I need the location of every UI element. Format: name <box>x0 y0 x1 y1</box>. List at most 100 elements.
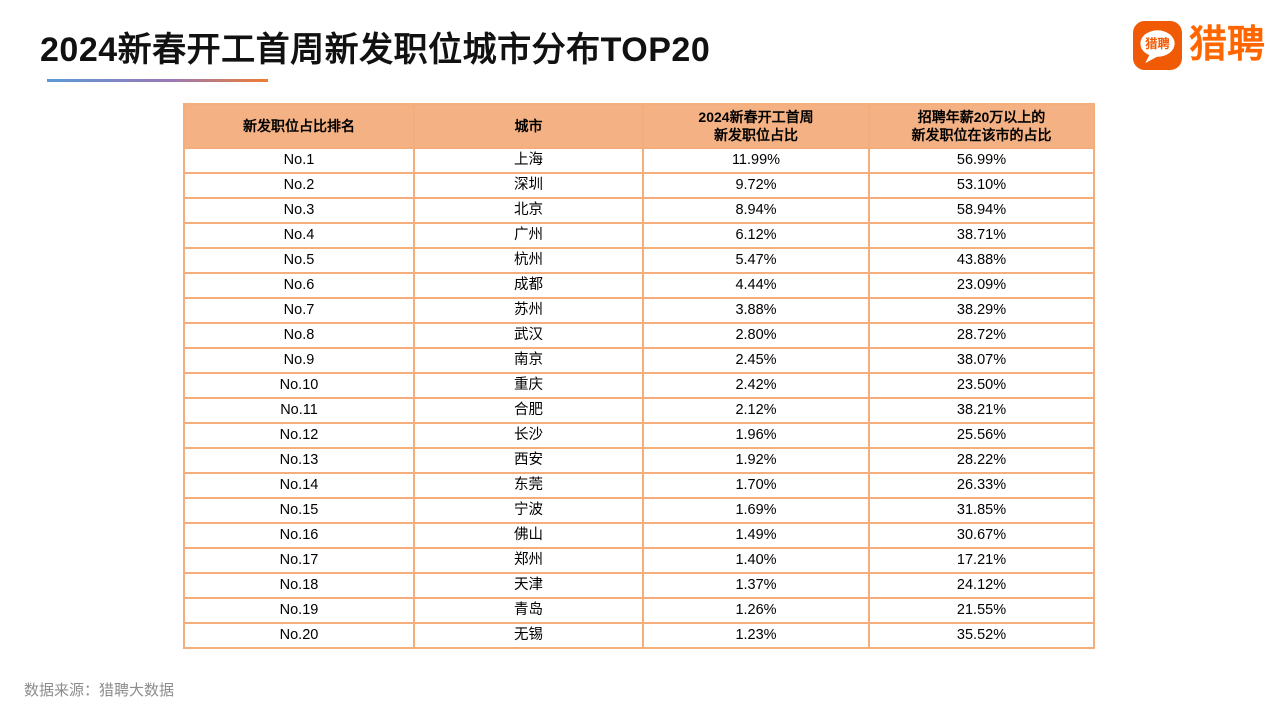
table-cell: 3.88% <box>642 297 870 324</box>
table-cell: 2.12% <box>642 397 870 424</box>
table-cell: 4.44% <box>642 272 870 299</box>
logo-bubble-text: 猎聘 <box>1145 36 1170 51</box>
table-cell: 1.40% <box>642 547 870 574</box>
table-cell: 成都 <box>413 272 644 299</box>
table-cell: 深圳 <box>413 172 644 199</box>
table-cell: 1.70% <box>642 472 870 499</box>
liepin-logo: 猎聘 猎聘 <box>1133 21 1265 70</box>
table-cell: 北京 <box>413 197 644 224</box>
table-cell: 1.26% <box>642 597 870 624</box>
table-row: No.7 苏州 3.88% 38.29% <box>183 297 1095 324</box>
table-row: No.10 重庆 2.42% 23.50% <box>183 372 1095 399</box>
table-cell: 38.07% <box>868 347 1095 374</box>
table-row: No.16 佛山 1.49% 30.67% <box>183 522 1095 549</box>
table-cell: No.4 <box>183 222 415 249</box>
table-cell: 上海 <box>413 147 644 174</box>
table-cell: No.14 <box>183 472 415 499</box>
table-cell: 苏州 <box>413 297 644 324</box>
table-cell: 58.94% <box>868 197 1095 224</box>
table-cell: 25.56% <box>868 422 1095 449</box>
table-cell: 佛山 <box>413 522 644 549</box>
table-cell: 38.29% <box>868 297 1095 324</box>
table-cell: 23.09% <box>868 272 1095 299</box>
table-cell: No.9 <box>183 347 415 374</box>
table-row: No.11 合肥 2.12% 38.21% <box>183 397 1095 424</box>
table-row: No.9 南京 2.45% 38.07% <box>183 347 1095 374</box>
table-cell: 31.85% <box>868 497 1095 524</box>
table-cell: No.17 <box>183 547 415 574</box>
table-row: No.20 无锡 1.23% 35.52% <box>183 622 1095 649</box>
table-row: No.6 成都 4.44% 23.09% <box>183 272 1095 299</box>
table-cell: 2.42% <box>642 372 870 399</box>
table-cell: 56.99% <box>868 147 1095 174</box>
table-cell: No.11 <box>183 397 415 424</box>
data-source-note: 数据来源：猎聘大数据 <box>24 682 175 699</box>
table-row: No.3 北京 8.94% 58.94% <box>183 197 1095 224</box>
table-cell: 38.71% <box>868 222 1095 249</box>
table-cell: 6.12% <box>642 222 870 249</box>
table-cell: No.6 <box>183 272 415 299</box>
table-row: No.2 深圳 9.72% 53.10% <box>183 172 1095 199</box>
table-cell: No.15 <box>183 497 415 524</box>
table-cell: No.20 <box>183 622 415 649</box>
table-cell: 1.49% <box>642 522 870 549</box>
table-cell: No.3 <box>183 197 415 224</box>
table-cell: 南京 <box>413 347 644 374</box>
table-cell: 28.22% <box>868 447 1095 474</box>
table-cell: 1.96% <box>642 422 870 449</box>
table-row: No.4 广州 6.12% 38.71% <box>183 222 1095 249</box>
table-cell: 西安 <box>413 447 644 474</box>
table-body: No.1 上海 11.99% 56.99% No.2 深圳 9.72% 53.10% No.3 北… <box>183 147 1095 649</box>
table-cell: 43.88% <box>868 247 1095 274</box>
table-cell: No.13 <box>183 447 415 474</box>
table-cell: 26.33% <box>868 472 1095 499</box>
table-cell: 杭州 <box>413 247 644 274</box>
table-cell: No.8 <box>183 322 415 349</box>
table-row: No.17 郑州 1.40% 17.21% <box>183 547 1095 574</box>
table-cell: 53.10% <box>868 172 1095 199</box>
table-cell: 天津 <box>413 572 644 599</box>
table-header-row: 新发职位占比排名 城市 2024新春开工首周 新发职位占比 招聘年薪20万以上的 新发职位… <box>183 103 1095 149</box>
table-cell: 2.45% <box>642 347 870 374</box>
table-cell: 无锡 <box>413 622 644 649</box>
table-cell: 28.72% <box>868 322 1095 349</box>
table-row: No.15 宁波 1.69% 31.85% <box>183 497 1095 524</box>
table-row: No.19 青岛 1.26% 21.55% <box>183 597 1095 624</box>
table-cell: 1.37% <box>642 572 870 599</box>
column-header: 招聘年薪20万以上的 新发职位在该市的占比 <box>868 103 1095 149</box>
city-distribution-table: 新发职位占比排名 城市 2024新春开工首周 新发职位占比 招聘年薪20万以上的 新发职位… <box>183 103 1095 649</box>
table-cell: 郑州 <box>413 547 644 574</box>
page-title: 2024新春开工首周新发职位城市分布TOP20 <box>40 31 711 69</box>
table-row: No.14 东莞 1.70% 26.33% <box>183 472 1095 499</box>
table-row: No.5 杭州 5.47% 43.88% <box>183 247 1095 274</box>
table-cell: 青岛 <box>413 597 644 624</box>
table-row: No.1 上海 11.99% 56.99% <box>183 147 1095 174</box>
table-cell: No.19 <box>183 597 415 624</box>
table-cell: 宁波 <box>413 497 644 524</box>
table-cell: 重庆 <box>413 372 644 399</box>
table-cell: 17.21% <box>868 547 1095 574</box>
title-underline <box>47 79 268 82</box>
table-cell: No.16 <box>183 522 415 549</box>
table-cell: 8.94% <box>642 197 870 224</box>
table-cell: No.18 <box>183 572 415 599</box>
table-cell: 2.80% <box>642 322 870 349</box>
column-header: 城市 <box>413 103 644 149</box>
column-header: 新发职位占比排名 <box>183 103 415 149</box>
table-cell: No.10 <box>183 372 415 399</box>
table-cell: 1.69% <box>642 497 870 524</box>
table-cell: No.2 <box>183 172 415 199</box>
table-cell: 11.99% <box>642 147 870 174</box>
table-cell: 9.72% <box>642 172 870 199</box>
table-cell: 东莞 <box>413 472 644 499</box>
table-cell: No.7 <box>183 297 415 324</box>
table-row: No.18 天津 1.37% 24.12% <box>183 572 1095 599</box>
table-cell: 35.52% <box>868 622 1095 649</box>
table-cell: 23.50% <box>868 372 1095 399</box>
table-cell: 21.55% <box>868 597 1095 624</box>
table-row: No.13 西安 1.92% 28.22% <box>183 447 1095 474</box>
table-cell: No.12 <box>183 422 415 449</box>
table-cell: 5.47% <box>642 247 870 274</box>
liepin-logo-icon: 猎聘 <box>1133 21 1182 70</box>
table-cell: 合肥 <box>413 397 644 424</box>
